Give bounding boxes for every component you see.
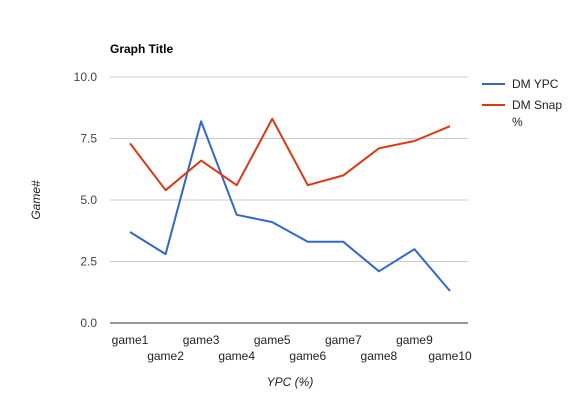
legend-item-2[interactable]: DM Snap% [482,98,562,129]
x-tick-label: game1 [112,333,149,347]
x-axis-ticks: game1 game2 game3 game4 game5 game6 game7 game8… [112,333,472,363]
grid-lines [110,76,468,324]
y-tick-label: 10.0 [74,70,98,84]
y-tick-label: 2.5 [80,255,97,269]
y-tick-label: 5.0 [80,193,97,207]
y-tick-label: 7.5 [80,132,97,146]
x-tick-label: game5 [254,333,291,347]
x-tick-label: game2 [147,349,184,363]
legend-label: DM Snap [512,98,562,112]
y-tick-label: 0.0 [80,316,97,330]
x-axis-title: YPC (%) [267,375,314,389]
y-axis-ticks: 0.0 2.5 5.0 7.5 10.0 [74,70,98,330]
x-tick-label: game4 [218,349,255,363]
legend[interactable]: DM YPC DM Snap% [482,77,562,129]
x-tick-label: game3 [183,333,220,347]
series-lines [129,117,451,292]
y-axis-title: Game# [29,180,43,220]
x-tick-label: game7 [325,333,362,347]
legend-label: DM YPC [512,77,559,91]
x-tick-label: game10 [428,349,472,363]
x-tick-label: game6 [289,349,326,363]
legend-label: % [512,115,523,129]
chart-title: Graph Title [110,42,173,56]
x-tick-label: game8 [361,349,398,363]
x-tick-label: game9 [396,333,433,347]
series-line-1[interactable] [129,120,451,292]
legend-item-1[interactable]: DM YPC [482,77,559,91]
series-line-2[interactable] [129,117,451,192]
